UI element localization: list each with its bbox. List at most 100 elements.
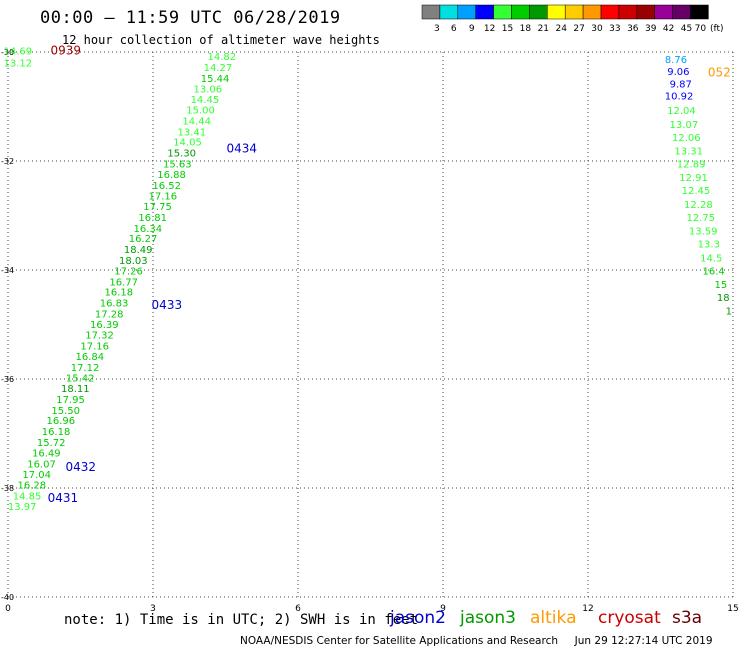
swh-value: 15.63: [163, 160, 192, 171]
chart-title: 00:00 – 11:59 UTC 06/28/2019: [40, 8, 341, 28]
legend-label: 33: [609, 24, 620, 34]
legend-label: 15: [502, 24, 513, 34]
color-legend: 3 6 9 12 15 18 21 24 27 30 33 36 39 42 45 70 (ft): [421, 4, 724, 34]
legend-label: 36: [627, 24, 639, 34]
swh-value: 12.91: [679, 173, 708, 184]
legend-unit: (ft): [710, 24, 724, 34]
swh-value: 18.11: [61, 384, 90, 395]
swh-value: 16.28: [18, 481, 47, 492]
swh-value: 16.81: [138, 213, 167, 224]
swh-value: 1: [726, 307, 732, 318]
legend-label: 9: [469, 24, 475, 34]
swh-value: 15.00: [186, 106, 215, 117]
legend-label: 27: [573, 24, 584, 34]
swh-value: 13.31: [674, 146, 703, 157]
swh-value: 17.32: [85, 331, 114, 342]
swh-value: 15.44: [201, 74, 230, 85]
footer-note: note: 1) Time is in UTC; 2) SWH is in fe…: [64, 612, 419, 628]
swh-value: 16.96: [47, 416, 76, 427]
swh-value: 16.52: [152, 181, 181, 192]
swh-value: 17.16: [80, 342, 109, 353]
swh-value: 9.87: [670, 79, 692, 90]
swh-value: 15.30: [167, 149, 196, 160]
swh-value: 17.75: [143, 202, 172, 213]
swh-value: 18.03: [119, 256, 148, 267]
swh-value: 15.42: [66, 374, 95, 385]
swh-value: 14.85: [13, 491, 42, 502]
swh-value: 9.06: [667, 67, 689, 78]
footer-credit: NOAA/NESDIS Center for Satellite Applica…: [240, 635, 713, 647]
x-tick-label: 9: [440, 604, 446, 614]
legend-label: 42: [663, 24, 674, 34]
swh-value: 16.77: [109, 277, 138, 288]
mission-jason3: jason3: [460, 608, 516, 628]
time-label: 0434: [226, 141, 257, 155]
legend-label: 21: [538, 24, 549, 34]
x-tick-label: 15: [727, 604, 738, 614]
swh-value: 12.28: [684, 200, 713, 211]
swh-value: 16.49: [32, 448, 61, 459]
time-label: 0432: [66, 460, 97, 474]
swh-value: 16.07: [27, 459, 56, 470]
legend-label: 6: [451, 24, 457, 34]
swh-value: 17.95: [56, 395, 85, 406]
swh-value: 17.12: [71, 363, 100, 374]
mission-s3a: s3a: [672, 608, 703, 628]
x-tick-label: 6: [295, 604, 301, 614]
time-label: 052: [708, 66, 731, 80]
swh-value: 16.18: [42, 427, 71, 438]
swh-value: 8.76: [665, 55, 687, 66]
y-tick-label: -30: [1, 48, 14, 57]
swh-value: 12.06: [672, 133, 701, 144]
swh-value: 15: [714, 280, 727, 291]
swh-value: 16.34: [134, 224, 163, 235]
x-tick-label: 12: [582, 604, 593, 614]
swh-value: 14.05: [173, 138, 202, 149]
legend-label: 18: [520, 24, 532, 34]
mission-altika: altika: [530, 608, 577, 628]
swh-value: 16.84: [76, 352, 105, 363]
legend-label: 12: [484, 24, 495, 34]
swh-value: 16.4: [703, 266, 725, 277]
swh-value: 14.5: [700, 253, 722, 264]
swh-value: 13.06: [193, 84, 222, 95]
swh-value: 17.26: [114, 266, 143, 277]
time-label: 0939: [51, 44, 82, 58]
wave-height-chart: 0 3 6 9 12 15-30-32-34-36-38-4014.8214.2715.4…: [1, 44, 739, 614]
swh-value: 13.07: [670, 120, 699, 131]
swh-value: 16.83: [100, 299, 129, 310]
swh-value: 17.16: [149, 192, 178, 203]
swh-value: 14.44: [182, 116, 211, 127]
swh-value: 15.72: [37, 438, 66, 449]
y-tick-label: -34: [1, 266, 14, 275]
legend-swatch: [690, 4, 709, 20]
y-tick-label: -36: [1, 375, 14, 384]
y-tick-label: -38: [1, 484, 14, 493]
time-label: 0431: [48, 491, 79, 505]
x-tick-label: 3: [150, 604, 156, 614]
swh-value: 15.50: [51, 406, 80, 417]
legend-label: 24: [555, 24, 567, 34]
y-tick-label: -40: [1, 593, 14, 602]
swh-value: 14.45: [191, 95, 220, 106]
swh-value: 16.39: [90, 320, 119, 331]
legend-label: 3: [434, 24, 440, 34]
x-tick-label: 0: [5, 604, 11, 614]
swh-value: 17.28: [95, 309, 124, 320]
swh-value: 17.04: [22, 470, 51, 481]
swh-value: 12.45: [682, 186, 711, 197]
swh-value: 10.92: [665, 91, 694, 102]
swh-value: 14.69: [4, 47, 33, 58]
swh-value: 16.27: [129, 234, 158, 245]
mission-cryosat: cryosat: [598, 608, 661, 628]
swh-value: 16.88: [157, 170, 186, 181]
legend-label: 45: [681, 24, 692, 34]
swh-value: 13.12: [4, 59, 33, 70]
swh-value: 18.49: [124, 245, 153, 256]
swh-value: 14.82: [207, 52, 236, 63]
swh-value: 12.04: [667, 106, 696, 117]
swh-value: 13.59: [689, 227, 718, 238]
swh-value: 18: [717, 293, 730, 304]
swh-value: 13.41: [178, 127, 207, 138]
legend-label: 30: [591, 24, 603, 34]
